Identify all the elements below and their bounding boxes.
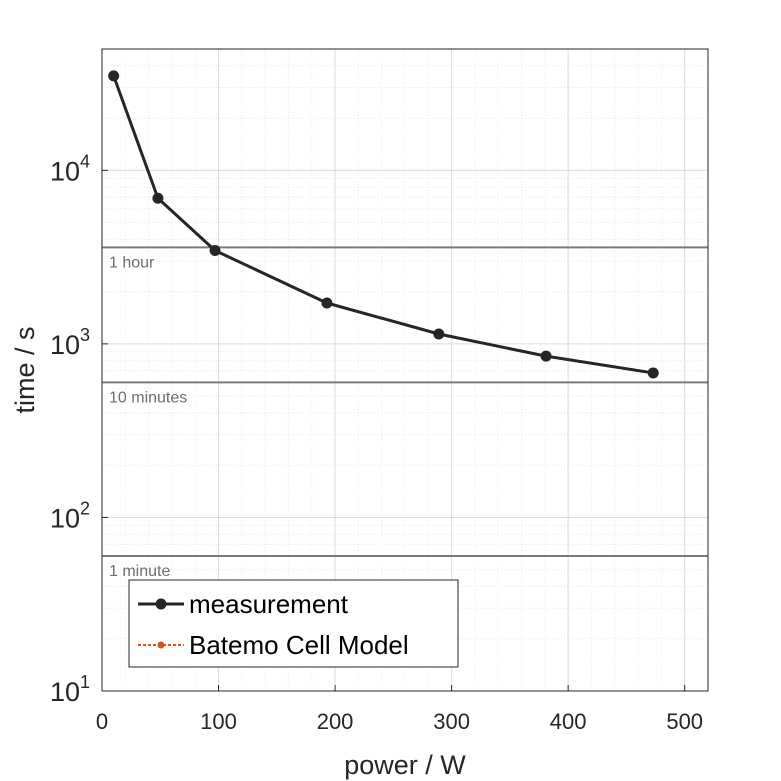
x-axis-ticks: 0 100 200 300 400 500 [96,685,703,734]
legend-label-batemo: Batemo Cell Model [189,630,409,660]
data-point [209,245,221,257]
legend-marker-measurement [155,598,167,610]
x-tick-label: 200 [317,709,354,734]
plot-frame [101,48,709,692]
x-tick-label: 300 [433,709,470,734]
reference-label: 1 minute [109,563,170,580]
legend-box [128,579,459,668]
y-axis-ticks: 101 102 103 104 [50,151,108,707]
x-tick-label: 400 [550,709,587,734]
reference-label: 1 hour [109,254,155,271]
series-layer [108,70,659,379]
reference-lines: 1 hour 10 minutes 1 minute [102,246,708,580]
grid [101,48,708,692]
x-axis-label: power / W [344,750,466,780]
data-point [540,350,552,362]
data-point [152,192,164,204]
y-tick-label: 104 [50,151,90,186]
legend-label-measurement: measurement [189,589,349,619]
reference-label: 10 minutes [109,389,187,406]
y-axis-label: time / s [10,326,40,413]
data-point [108,70,120,82]
x-tick-label: 100 [200,709,237,734]
data-point [321,297,333,309]
y-tick-label: 103 [50,325,90,360]
data-point [433,328,445,340]
data-point [647,367,659,379]
legend: measurement Batemo Cell Model [128,579,459,668]
y-tick-label: 101 [50,672,90,707]
x-tick-label: 0 [96,709,108,734]
x-tick-label: 500 [666,709,703,734]
legend-marker-batemo [157,641,165,649]
series-line-0 [112,75,654,375]
y-tick-label: 102 [50,498,90,533]
